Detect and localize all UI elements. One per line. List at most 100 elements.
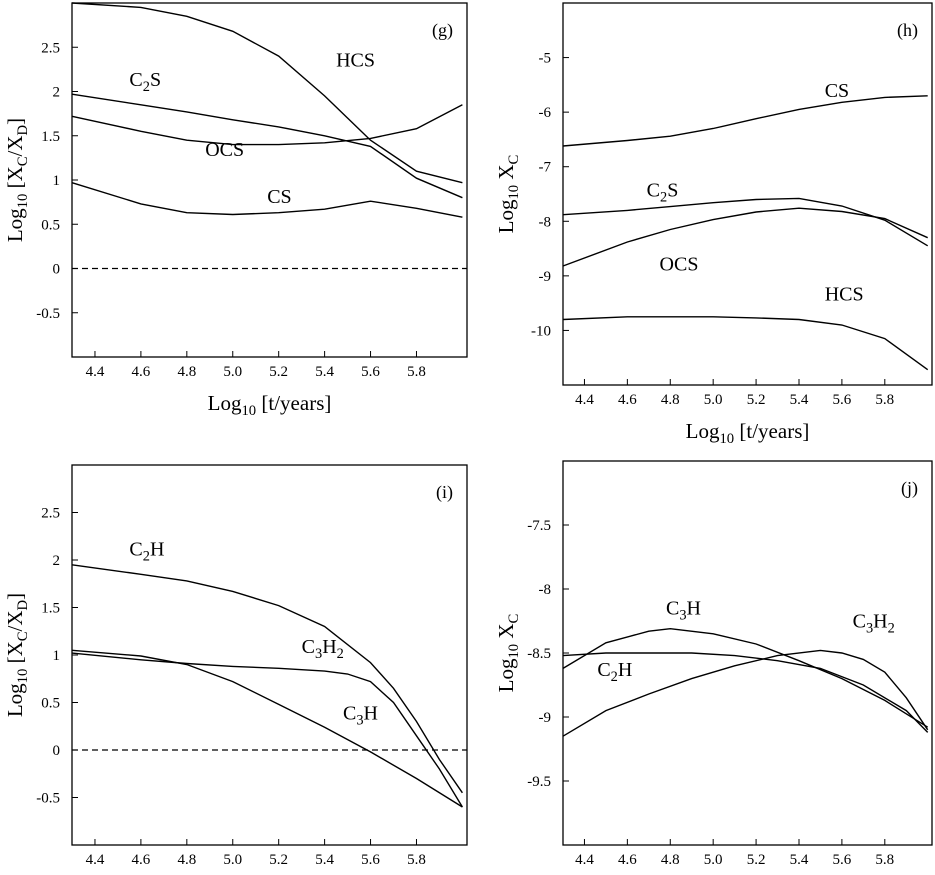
x-tick-label: 5.0: [223, 852, 242, 868]
y-tick-label: 2.5: [41, 506, 60, 522]
series-line-c2s: [562, 197, 929, 247]
x-tick-label: 4.8: [661, 392, 680, 408]
chart-panel-2: 4.4 4.6 4.8 5.0 5.2 5.4 5.6 5.8 -10 -9 -8 -7 -6 -5 CS C…: [494, 2, 933, 447]
y-tick-label: -7: [539, 160, 552, 176]
y-tick-label: -8.5: [527, 646, 551, 662]
series-line-c2s: [71, 93, 463, 199]
y-tick-label: -5: [539, 51, 552, 67]
x-tick-label: 5.0: [704, 852, 723, 868]
y-tick-label: -8: [539, 582, 552, 598]
x-tick-label: 4.6: [618, 392, 637, 408]
x-tick-label: 4.8: [177, 364, 196, 380]
y-tick-label: 1.5: [41, 129, 60, 145]
series-annotation: C3H2: [302, 636, 344, 662]
series-annotation: CS: [267, 186, 291, 208]
panel-label: (h): [897, 20, 918, 41]
series-annotation: C2S: [129, 69, 161, 95]
x-tick-label: 4.4: [575, 852, 594, 868]
x-tick-label: 4.6: [618, 852, 637, 868]
x-tick-label: 5.6: [833, 392, 852, 408]
x-axis-label: Log10 [t/years]: [208, 391, 332, 419]
y-tick-label: 0: [53, 743, 61, 759]
x-tick-label: 4.4: [575, 392, 594, 408]
plot-frame: [71, 2, 468, 358]
x-tick-label: 5.0: [223, 364, 242, 380]
chart-panel-3: 4.4 4.6 4.8 5.0 5.2 5.4 5.6 5.8 -0.5 0 0.5 1 1.5 2 2.5…: [3, 464, 468, 868]
x-tick-label: 5.2: [747, 392, 766, 408]
y-tick-label: 0.5: [41, 696, 60, 712]
series-line-c2h: [71, 564, 463, 794]
y-axis-label: Log10 [XC/XD]: [3, 118, 31, 242]
y-tick-label: -9.5: [527, 774, 551, 790]
series-annotation: C3H: [666, 598, 701, 624]
series-line-cs: [71, 182, 463, 218]
y-tick-label: -10: [531, 323, 551, 339]
y-tick-label: -8: [539, 214, 552, 230]
y-tick-label: 0.5: [41, 217, 60, 233]
series-line-hcs: [562, 316, 929, 371]
y-tick-label: -6: [539, 105, 552, 121]
x-tick-label: 5.2: [747, 852, 766, 868]
panel-label: (g): [432, 20, 453, 41]
chart-panel-4: 4.4 4.6 4.8 5.0 5.2 5.4 5.6 5.8 -9.5 -9 -8.5 -8 -7.5…: [494, 460, 933, 868]
series-line-ocs: [562, 207, 928, 267]
x-tick-label: 5.4: [790, 392, 809, 408]
y-axis-label: Log10 [XC/XD]: [3, 593, 31, 717]
x-tick-label: 4.6: [132, 852, 151, 868]
panel-label: (i): [436, 482, 453, 503]
x-axis-label: Log10 [t/years]: [686, 419, 810, 447]
series-annotation: C3H2: [853, 610, 895, 636]
series-annotation: C2H: [597, 659, 632, 685]
y-axis-label: Log10 XC: [494, 155, 522, 234]
x-tick-label: 4.8: [661, 852, 680, 868]
y-tick-label: 1.5: [41, 601, 60, 617]
series-line-cs: [562, 95, 928, 147]
series-annotation: CS: [825, 80, 849, 102]
x-tick-label: 5.8: [407, 852, 426, 868]
series-line-ocs: [71, 104, 463, 146]
x-tick-label: 5.6: [833, 852, 852, 868]
series-annotation: OCS: [660, 253, 699, 275]
x-tick-label: 5.2: [269, 852, 288, 868]
series-line-c3h: [71, 649, 463, 808]
series-line-c3h2: [71, 652, 463, 808]
x-tick-label: 5.4: [315, 364, 334, 380]
series-annotation: HCS: [825, 283, 864, 305]
x-tick-label: 4.4: [86, 364, 105, 380]
panel-label: (j): [901, 478, 918, 499]
x-tick-label: 5.2: [269, 364, 288, 380]
y-tick-label: -9: [539, 710, 552, 726]
series-line-c2h: [562, 652, 929, 733]
y-tick-label: -7.5: [527, 518, 551, 534]
y-tick-label: -0.5: [36, 306, 60, 322]
y-tick-label: -9: [539, 269, 552, 285]
x-tick-label: 5.8: [407, 364, 426, 380]
x-tick-label: 5.4: [790, 852, 809, 868]
x-tick-label: 5.8: [875, 392, 894, 408]
series-line-c3h: [562, 627, 929, 728]
y-tick-label: 0: [53, 262, 61, 278]
chart-panel-1: 4.4 4.6 4.8 5.0 5.2 5.4 5.6 5.8 -0.5 0 0.5 1 1.5 2 2.5…: [3, 2, 468, 419]
x-tick-label: 4.6: [132, 364, 151, 380]
plot-frame: [562, 2, 933, 386]
series-annotation: OCS: [205, 139, 244, 161]
y-tick-label: 1: [53, 648, 61, 664]
x-tick-label: 5.8: [875, 852, 894, 868]
x-tick-label: 4.8: [177, 852, 196, 868]
y-tick-label: 2: [53, 553, 61, 569]
y-tick-label: -0.5: [36, 791, 60, 807]
x-tick-label: 5.4: [315, 852, 334, 868]
x-tick-label: 4.4: [86, 852, 105, 868]
series-annotation: C2H: [129, 538, 164, 564]
y-tick-label: 1: [53, 173, 61, 189]
y-axis-label: Log10 XC: [494, 614, 522, 693]
series-annotation: C3H: [343, 703, 378, 729]
y-tick-label: 2: [53, 85, 61, 101]
series-annotation: C2S: [647, 180, 679, 206]
series-line-hcs: [71, 2, 463, 184]
x-tick-label: 5.6: [361, 364, 380, 380]
y-tick-label: 2.5: [41, 40, 60, 56]
x-tick-label: 5.0: [704, 392, 723, 408]
series-line-c3h2: [562, 649, 929, 737]
